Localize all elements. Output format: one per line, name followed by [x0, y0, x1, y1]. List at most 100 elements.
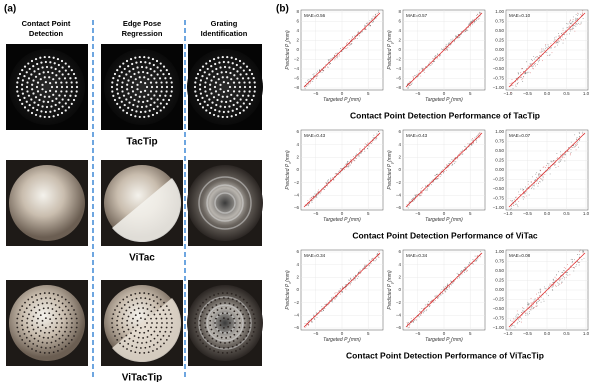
- scatter-texture: [429, 182, 430, 183]
- scatter-texture: [364, 146, 365, 147]
- scatter-texture: [417, 76, 418, 77]
- scatter-texture: [531, 298, 532, 299]
- marker-pin: [137, 320, 139, 322]
- scatter-texture: [340, 294, 341, 295]
- marker-pin: [159, 95, 161, 97]
- scatter-texture: [378, 10, 379, 11]
- scatter-texture: [584, 258, 585, 259]
- marker-pin: [73, 99, 75, 101]
- marker-pin: [134, 115, 136, 117]
- marker-pin: [147, 308, 149, 310]
- scatter-texture: [437, 54, 438, 55]
- scatter-texture: [414, 320, 415, 321]
- membrane: [9, 49, 85, 125]
- marker-pin: [66, 318, 68, 320]
- marker-pin: [30, 335, 32, 337]
- scatter-texture: [360, 148, 361, 149]
- scatter-texture: [355, 158, 356, 159]
- scatter-texture: [517, 323, 518, 324]
- marker-pin: [28, 95, 30, 97]
- marker-pin: [204, 307, 206, 309]
- marker-pin: [75, 77, 77, 79]
- marker-pin: [208, 73, 210, 75]
- scatter-texture: [540, 291, 541, 292]
- marker-pin: [55, 334, 57, 336]
- scatter-texture: [569, 274, 570, 275]
- scatter-texture: [558, 271, 559, 272]
- scatter-texture: [523, 311, 524, 312]
- scatter-texture: [566, 277, 567, 278]
- marker-pin: [51, 322, 53, 324]
- scatter-texture: [408, 322, 409, 323]
- marker-pin: [45, 347, 47, 349]
- scatter-texture: [576, 23, 577, 24]
- scatter-texture: [316, 76, 317, 77]
- scatter-texture: [559, 280, 560, 281]
- scatter-texture: [517, 316, 518, 317]
- marker-pin: [111, 318, 113, 320]
- marker-pin: [16, 86, 18, 88]
- marker-pin: [227, 90, 229, 92]
- scatter-texture: [547, 170, 548, 171]
- marker-pin: [29, 68, 31, 70]
- scatter-texture: [433, 179, 434, 180]
- scatter-texture: [535, 174, 536, 175]
- scatter-texture: [512, 85, 513, 86]
- marker-pin: [138, 101, 140, 103]
- marker-pin: [111, 86, 113, 88]
- scatter-texture: [572, 259, 573, 260]
- scatter-texture: [345, 287, 346, 288]
- scatter-texture: [448, 43, 449, 44]
- scatter-texture: [313, 74, 314, 75]
- marker-pin: [71, 322, 73, 324]
- marker-pin: [126, 296, 128, 298]
- scatter-texture: [533, 188, 534, 189]
- marker-pin: [170, 331, 172, 333]
- marker-pin: [76, 322, 78, 324]
- marker-pin: [42, 324, 44, 326]
- scatter-texture: [472, 144, 473, 145]
- marker-pin: [152, 294, 154, 296]
- marker-pin: [26, 81, 28, 83]
- marker-pin: [125, 335, 127, 337]
- marker-pin: [114, 335, 116, 337]
- marker-pin: [157, 335, 159, 337]
- scatter-texture: [564, 279, 565, 280]
- scatter-texture: [355, 155, 356, 156]
- axis-label-part: (mm): [285, 270, 291, 282]
- scatter-texture: [554, 165, 555, 166]
- marker-pin: [116, 88, 118, 90]
- marker-pin: [66, 327, 68, 329]
- scatter-texture: [510, 92, 511, 93]
- scatter-texture: [337, 292, 338, 293]
- scatter-texture: [558, 283, 559, 284]
- scatter-texture: [518, 314, 519, 315]
- scatter-texture: [517, 84, 518, 85]
- scatter-texture: [533, 56, 534, 57]
- scatter-texture: [324, 189, 325, 190]
- scatter-texture: [559, 41, 560, 42]
- marker-pin: [194, 318, 196, 320]
- marker-pin: [199, 305, 201, 307]
- scatter-texture: [562, 156, 563, 157]
- scatter-texture: [473, 264, 474, 265]
- scatter-texture: [435, 300, 436, 301]
- scatter-texture: [461, 31, 462, 32]
- marker-pin: [114, 99, 116, 101]
- scatter-texture: [561, 283, 562, 284]
- marker-pin: [242, 95, 244, 97]
- scatter-texture: [366, 23, 367, 24]
- scatter-texture: [560, 160, 561, 161]
- marker-pin: [213, 114, 215, 116]
- marker-pin: [168, 73, 170, 75]
- scatter-texture: [347, 47, 348, 48]
- marker-pin: [219, 84, 221, 86]
- scatter-texture: [321, 191, 322, 192]
- scatter-texture: [447, 285, 448, 286]
- scatter-texture: [419, 72, 420, 73]
- marker-pin: [136, 88, 138, 90]
- marker-pin: [243, 306, 245, 308]
- scatter-texture: [476, 140, 477, 141]
- marker-pin: [220, 342, 222, 344]
- scatter-texture: [562, 37, 563, 38]
